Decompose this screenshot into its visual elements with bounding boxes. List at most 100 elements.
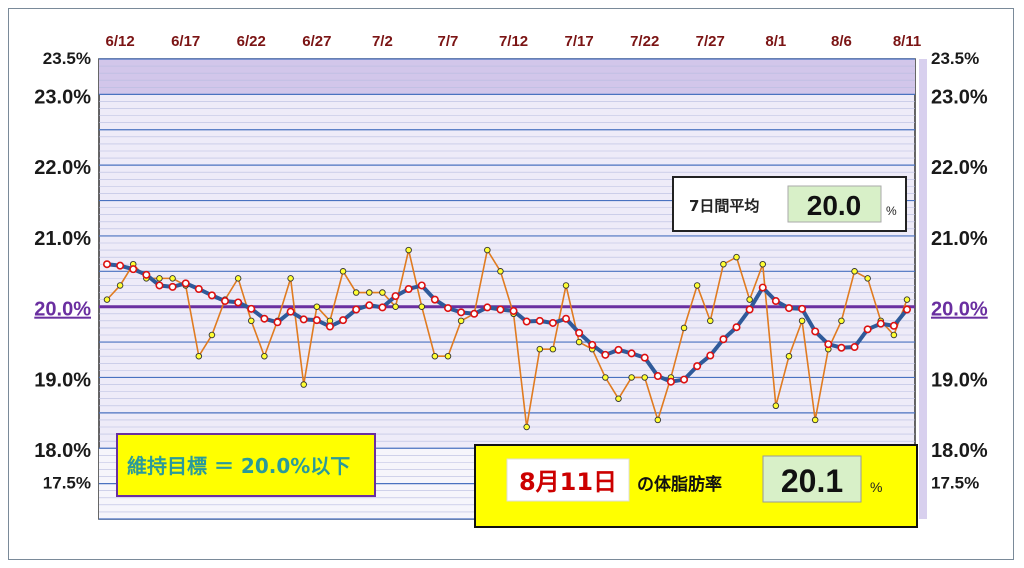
avg-point	[103, 260, 112, 269]
y-tick-label-left: 23.0%	[34, 86, 91, 108]
raw-point	[392, 303, 399, 310]
goal-box: 維持目標 ＝ 20.0%以下	[116, 433, 376, 497]
raw-point	[549, 345, 557, 353]
raw-point	[405, 246, 412, 254]
avg-point	[522, 317, 531, 326]
x-tick-label: 8/1	[765, 33, 786, 50]
raw-point	[772, 402, 780, 410]
y-tick-label-left: 21.0%	[34, 228, 91, 250]
avg-point	[548, 318, 557, 327]
avg-point	[457, 308, 466, 317]
raw-point	[693, 282, 701, 289]
raw-point	[575, 338, 583, 346]
raw-point	[602, 374, 609, 381]
y-tick-label-left: 17.5%	[43, 474, 91, 493]
avg-point	[365, 301, 374, 310]
raw-point	[497, 268, 504, 275]
avg-point	[640, 353, 649, 362]
y-tick-label-right: 23.0%	[931, 86, 988, 108]
x-tick-label: 6/22	[237, 33, 266, 50]
avg-value-box	[787, 185, 882, 223]
avg-point	[732, 323, 741, 332]
goal-text: 維持目標 ＝ 20.0%以下	[127, 454, 350, 478]
raw-point	[720, 260, 727, 268]
avg-point	[299, 315, 308, 324]
y-tick-label-right: 20.0%	[931, 299, 988, 321]
raw-point	[851, 268, 858, 275]
avg-point	[653, 372, 662, 381]
raw-point	[759, 260, 766, 268]
avg-point	[863, 325, 872, 334]
avg-point	[234, 298, 243, 307]
raw-point	[418, 303, 426, 310]
avg-point	[588, 340, 597, 349]
today-value-box	[762, 455, 862, 503]
raw-point	[431, 352, 439, 360]
raw-point	[287, 275, 294, 282]
avg-point	[116, 261, 125, 270]
body-fat-chart: 6/12 6/17 6/22 6/27 7/2 7/7 7/12 7/17 7/22 7/27 8/…	[34, 33, 988, 528]
today-suffix: の体脂肪率	[637, 474, 722, 495]
avg-point	[207, 291, 216, 300]
avg-point	[168, 282, 177, 291]
x-tick-label: 7/22	[630, 33, 659, 50]
x-tick-label: 7/7	[438, 33, 459, 50]
avg-point	[470, 309, 479, 318]
y-tick-label-right: 17.5%	[931, 474, 979, 493]
top-band	[99, 59, 915, 95]
today-unit: %	[870, 479, 882, 495]
chart-frame: 6/12 6/17 6/22 6/27 7/2 7/7 7/12 7/17 7/22 7/27 8/…	[8, 8, 1014, 560]
x-tick-label: 7/2	[372, 33, 393, 50]
raw-point	[379, 289, 386, 296]
raw-point	[248, 317, 255, 325]
y-tick-label-left: 22.0%	[34, 157, 91, 179]
avg-point	[876, 319, 885, 328]
avg-box: 7日間平均 20.0 %	[672, 176, 907, 232]
avg-point	[430, 295, 439, 304]
avg-point	[181, 279, 190, 288]
avg-point	[286, 307, 295, 316]
x-tick-label: 7/12	[499, 33, 528, 50]
raw-point	[707, 317, 714, 325]
raw-point	[352, 289, 360, 296]
avg-point	[627, 349, 636, 358]
today-box: 8月11日 の体脂肪率 20.1 %	[474, 444, 918, 528]
raw-point	[195, 352, 203, 360]
today-value: 20.1	[781, 463, 843, 499]
avg-point	[850, 343, 859, 352]
avg-point	[273, 318, 282, 327]
y-tick-label-left: 18.0%	[34, 440, 91, 462]
raw-point	[339, 268, 347, 275]
x-tick-label: 7/27	[696, 33, 725, 50]
avg-point	[706, 351, 715, 360]
y-tick-label-right: 21.0%	[931, 228, 988, 250]
raw-point	[523, 423, 530, 431]
raw-point	[234, 275, 242, 282]
avg-point	[404, 284, 413, 293]
raw-point	[103, 296, 111, 303]
x-tick-label: 8/11	[893, 33, 921, 50]
avg-point	[784, 304, 793, 313]
avg-point	[575, 328, 584, 337]
x-axis-ticks: 6/12 6/17 6/22 6/27 7/2 7/7 7/12 7/17 7/22 7/27 8/…	[106, 33, 922, 50]
avg-point	[614, 345, 623, 354]
avg-point	[496, 305, 505, 314]
x-tick-label: 6/12	[106, 33, 135, 50]
today-date-box	[506, 458, 630, 502]
avg-point	[666, 377, 675, 386]
raw-point	[156, 275, 163, 282]
x-tick-label: 6/27	[302, 33, 331, 50]
avg-point	[693, 362, 702, 371]
y-axis-left-ticks: 23.5% 23.0% 22.0% 21.0% 20.0% 19.0% 18.0% 17.5%	[34, 49, 91, 493]
raw-point	[785, 352, 793, 360]
avg-point	[339, 316, 348, 325]
raw-point	[864, 275, 871, 282]
avg-point	[562, 314, 571, 323]
avg-point	[221, 297, 230, 306]
raw-point	[169, 275, 176, 282]
avg-label: 7日間平均	[689, 197, 759, 215]
x-tick-label: 6/17	[171, 33, 200, 50]
avg-value: 20.0	[807, 190, 862, 221]
avg-point	[745, 305, 754, 314]
y-tick-label-right: 22.0%	[931, 157, 988, 179]
